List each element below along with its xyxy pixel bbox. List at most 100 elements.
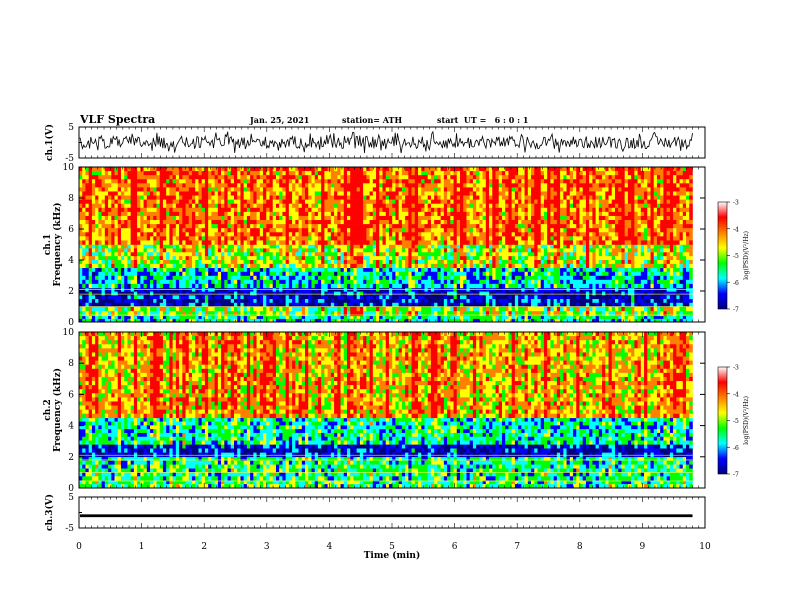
spectrogram-cell <box>201 291 206 296</box>
spectrogram-cell <box>108 263 112 269</box>
spectrogram-cell <box>192 295 196 300</box>
spectrogram-cell <box>211 306 215 312</box>
spectrogram-cell <box>137 236 141 241</box>
spectrogram-cell <box>250 211 254 217</box>
spectrogram-cell <box>495 279 500 285</box>
spectrogram-cell <box>514 252 519 257</box>
spectrogram-cell <box>182 236 186 241</box>
spectrogram-cell <box>666 306 671 312</box>
spectrogram-cell <box>104 199 109 205</box>
spectrogram-cell <box>275 187 280 192</box>
spectrogram-cell <box>195 167 199 172</box>
spectrogram-cell <box>511 306 516 312</box>
spectrogram-cell <box>534 283 538 289</box>
spectrogram-cell <box>656 275 661 281</box>
spectrogram-cell <box>224 228 228 233</box>
spectrogram-cell <box>330 306 335 312</box>
spectrogram-cell <box>605 291 609 296</box>
spectrogram-cell <box>150 263 154 269</box>
spectrogram-cell <box>266 167 270 172</box>
spectrogram-cell <box>363 267 367 273</box>
spectrogram-cell <box>656 252 661 257</box>
spectrogram-cell <box>91 302 96 307</box>
spectrogram-cell <box>501 275 506 281</box>
spectrogram-cell <box>285 244 290 249</box>
spectrogram-cell <box>472 291 477 296</box>
spectrogram-cell <box>637 248 642 253</box>
spectrogram-cell <box>263 295 267 300</box>
spectrogram-cell <box>250 244 254 249</box>
spectrogram-cell <box>188 279 193 285</box>
spectrogram-cell <box>614 256 619 261</box>
spectrogram-cell <box>246 275 251 281</box>
spectrogram-cell <box>198 275 202 281</box>
spectrogram-cell <box>605 252 609 257</box>
spectrogram-cell <box>327 263 332 269</box>
spectrogram-cell <box>531 260 535 265</box>
spectrogram-cell <box>133 283 138 289</box>
spectrogram-cell <box>663 287 667 292</box>
spectrogram-cell <box>453 279 458 285</box>
spectrogram-cell <box>188 283 193 289</box>
spectrogram-cell <box>259 199 264 205</box>
spectrogram-cell <box>595 260 600 265</box>
spectrogram-cell <box>301 256 306 261</box>
spectrogram-cell <box>263 211 267 217</box>
spectrogram-cell <box>95 271 99 277</box>
spectrogram-cell <box>159 287 164 292</box>
spectrogram-cell <box>240 256 244 261</box>
spectrogram-cell <box>185 244 190 249</box>
spectrogram-cell <box>669 256 674 261</box>
spectrogram-cell <box>653 318 658 323</box>
spectrogram-cell <box>492 244 496 249</box>
spectrogram-cell <box>560 252 564 257</box>
spectrogram-cell <box>175 203 180 209</box>
spectrogram-cell <box>214 228 219 233</box>
spectrogram-cell <box>150 220 154 225</box>
spectrogram-cell <box>133 311 138 317</box>
spectrogram-cell <box>153 283 157 289</box>
spectrogram-cell <box>162 175 167 180</box>
spectrogram-cell <box>295 283 299 289</box>
spectrogram-cell <box>162 203 167 209</box>
spectrogram-cell <box>263 240 267 245</box>
spectrogram-cell <box>343 263 348 269</box>
spectrogram-cell <box>120 271 125 277</box>
spectrogram-cell <box>650 299 655 304</box>
spectrogram-cell <box>227 248 232 253</box>
spectrogram-cell <box>321 244 325 249</box>
spectrogram-cell <box>198 256 202 261</box>
spectrogram-cell <box>340 291 345 296</box>
spectrogram-cell <box>624 271 629 277</box>
spectrogram-cell <box>140 291 144 296</box>
spectrogram-cell <box>489 252 493 257</box>
spectrogram-cell <box>327 299 332 304</box>
spectrogram-cell <box>108 232 112 237</box>
spectrogram-cell <box>350 287 354 292</box>
spectrogram-cell <box>621 315 625 320</box>
spectrogram-cell <box>418 311 422 317</box>
spectrogram-cell <box>650 279 655 285</box>
spectrogram-cell <box>343 271 348 277</box>
spectrogram-cell <box>495 275 500 281</box>
spectrogram-cell <box>146 315 151 320</box>
spectrogram-cell <box>392 318 396 323</box>
spectrogram-cell <box>98 302 102 307</box>
spectrogram-cell <box>204 236 209 241</box>
spectrogram-cell <box>569 260 574 265</box>
spectrogram-cell <box>369 283 374 289</box>
spectrogram-cell <box>104 195 109 200</box>
spectrogram-cell <box>188 220 193 225</box>
spectrogram-cell <box>182 306 186 312</box>
spectrogram-cell <box>634 283 638 289</box>
spectrogram-cell <box>608 311 613 317</box>
spectrogram-cell <box>133 203 138 209</box>
spectrogram-cell <box>237 232 241 237</box>
spectrogram-cell <box>676 263 680 269</box>
spectrogram-cell <box>133 199 138 205</box>
spectrogram-cell <box>204 267 209 273</box>
spectrogram-cell <box>188 318 193 323</box>
spectrogram-cell <box>246 302 251 307</box>
spectrogram-cell <box>140 311 144 317</box>
spectrogram-cell <box>624 299 629 304</box>
